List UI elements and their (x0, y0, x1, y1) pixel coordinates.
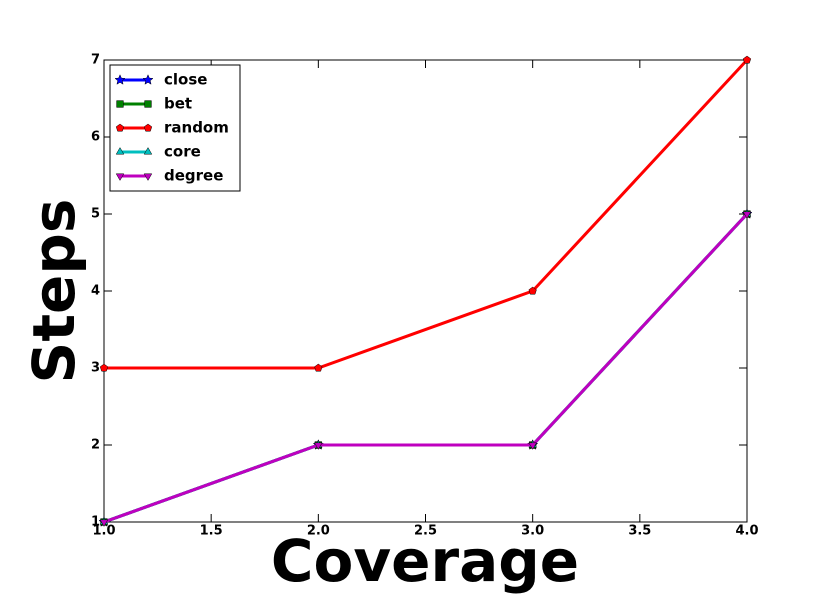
legend-marker (142, 74, 154, 85)
y-tick-label: 2 (91, 438, 100, 453)
y-tick-label: 7 (91, 53, 100, 68)
legend-marker (143, 147, 153, 155)
x-tick-label: 2.5 (414, 524, 437, 539)
legend-marker (115, 173, 125, 181)
x-tick-label: 3.5 (628, 524, 651, 539)
legend-marker (115, 147, 125, 155)
legend-marker (116, 100, 124, 108)
legend-label: random (164, 119, 229, 137)
legend-label: close (164, 71, 207, 89)
data-point (742, 211, 752, 219)
x-tick-label: 3.0 (521, 524, 544, 539)
y-tick-label: 6 (91, 130, 100, 145)
legend-label: core (164, 143, 201, 161)
data-point (99, 519, 109, 527)
data-point (742, 55, 752, 64)
x-tick-label: 4.0 (735, 524, 758, 539)
series-line (104, 58, 749, 370)
data-point (314, 363, 323, 372)
legend-label: degree (164, 167, 223, 185)
x-tick-label: 1.0 (92, 524, 115, 539)
y-tick-label: 3 (91, 361, 100, 376)
x-tick-label: 2.0 (307, 524, 330, 539)
data-point (528, 442, 537, 450)
y-axis-label: Steps (20, 199, 88, 384)
legend-marker (144, 100, 152, 108)
legend-marker (143, 173, 153, 181)
y-tick-label: 1 (91, 515, 100, 530)
x-tick-label: 1.5 (200, 524, 223, 539)
data-point (528, 286, 537, 295)
legend-label: bet (164, 95, 192, 113)
data-point (99, 363, 109, 372)
data-point (314, 442, 323, 450)
x-axis-label: Coverage (271, 527, 579, 595)
series-line (103, 212, 749, 524)
legend-marker (115, 123, 125, 132)
legend: close bet random core degree (109, 64, 241, 192)
legend-marker (143, 123, 153, 132)
y-tick-label: 5 (91, 207, 100, 222)
legend-marker (114, 74, 126, 85)
y-tick-label: 4 (91, 284, 100, 299)
